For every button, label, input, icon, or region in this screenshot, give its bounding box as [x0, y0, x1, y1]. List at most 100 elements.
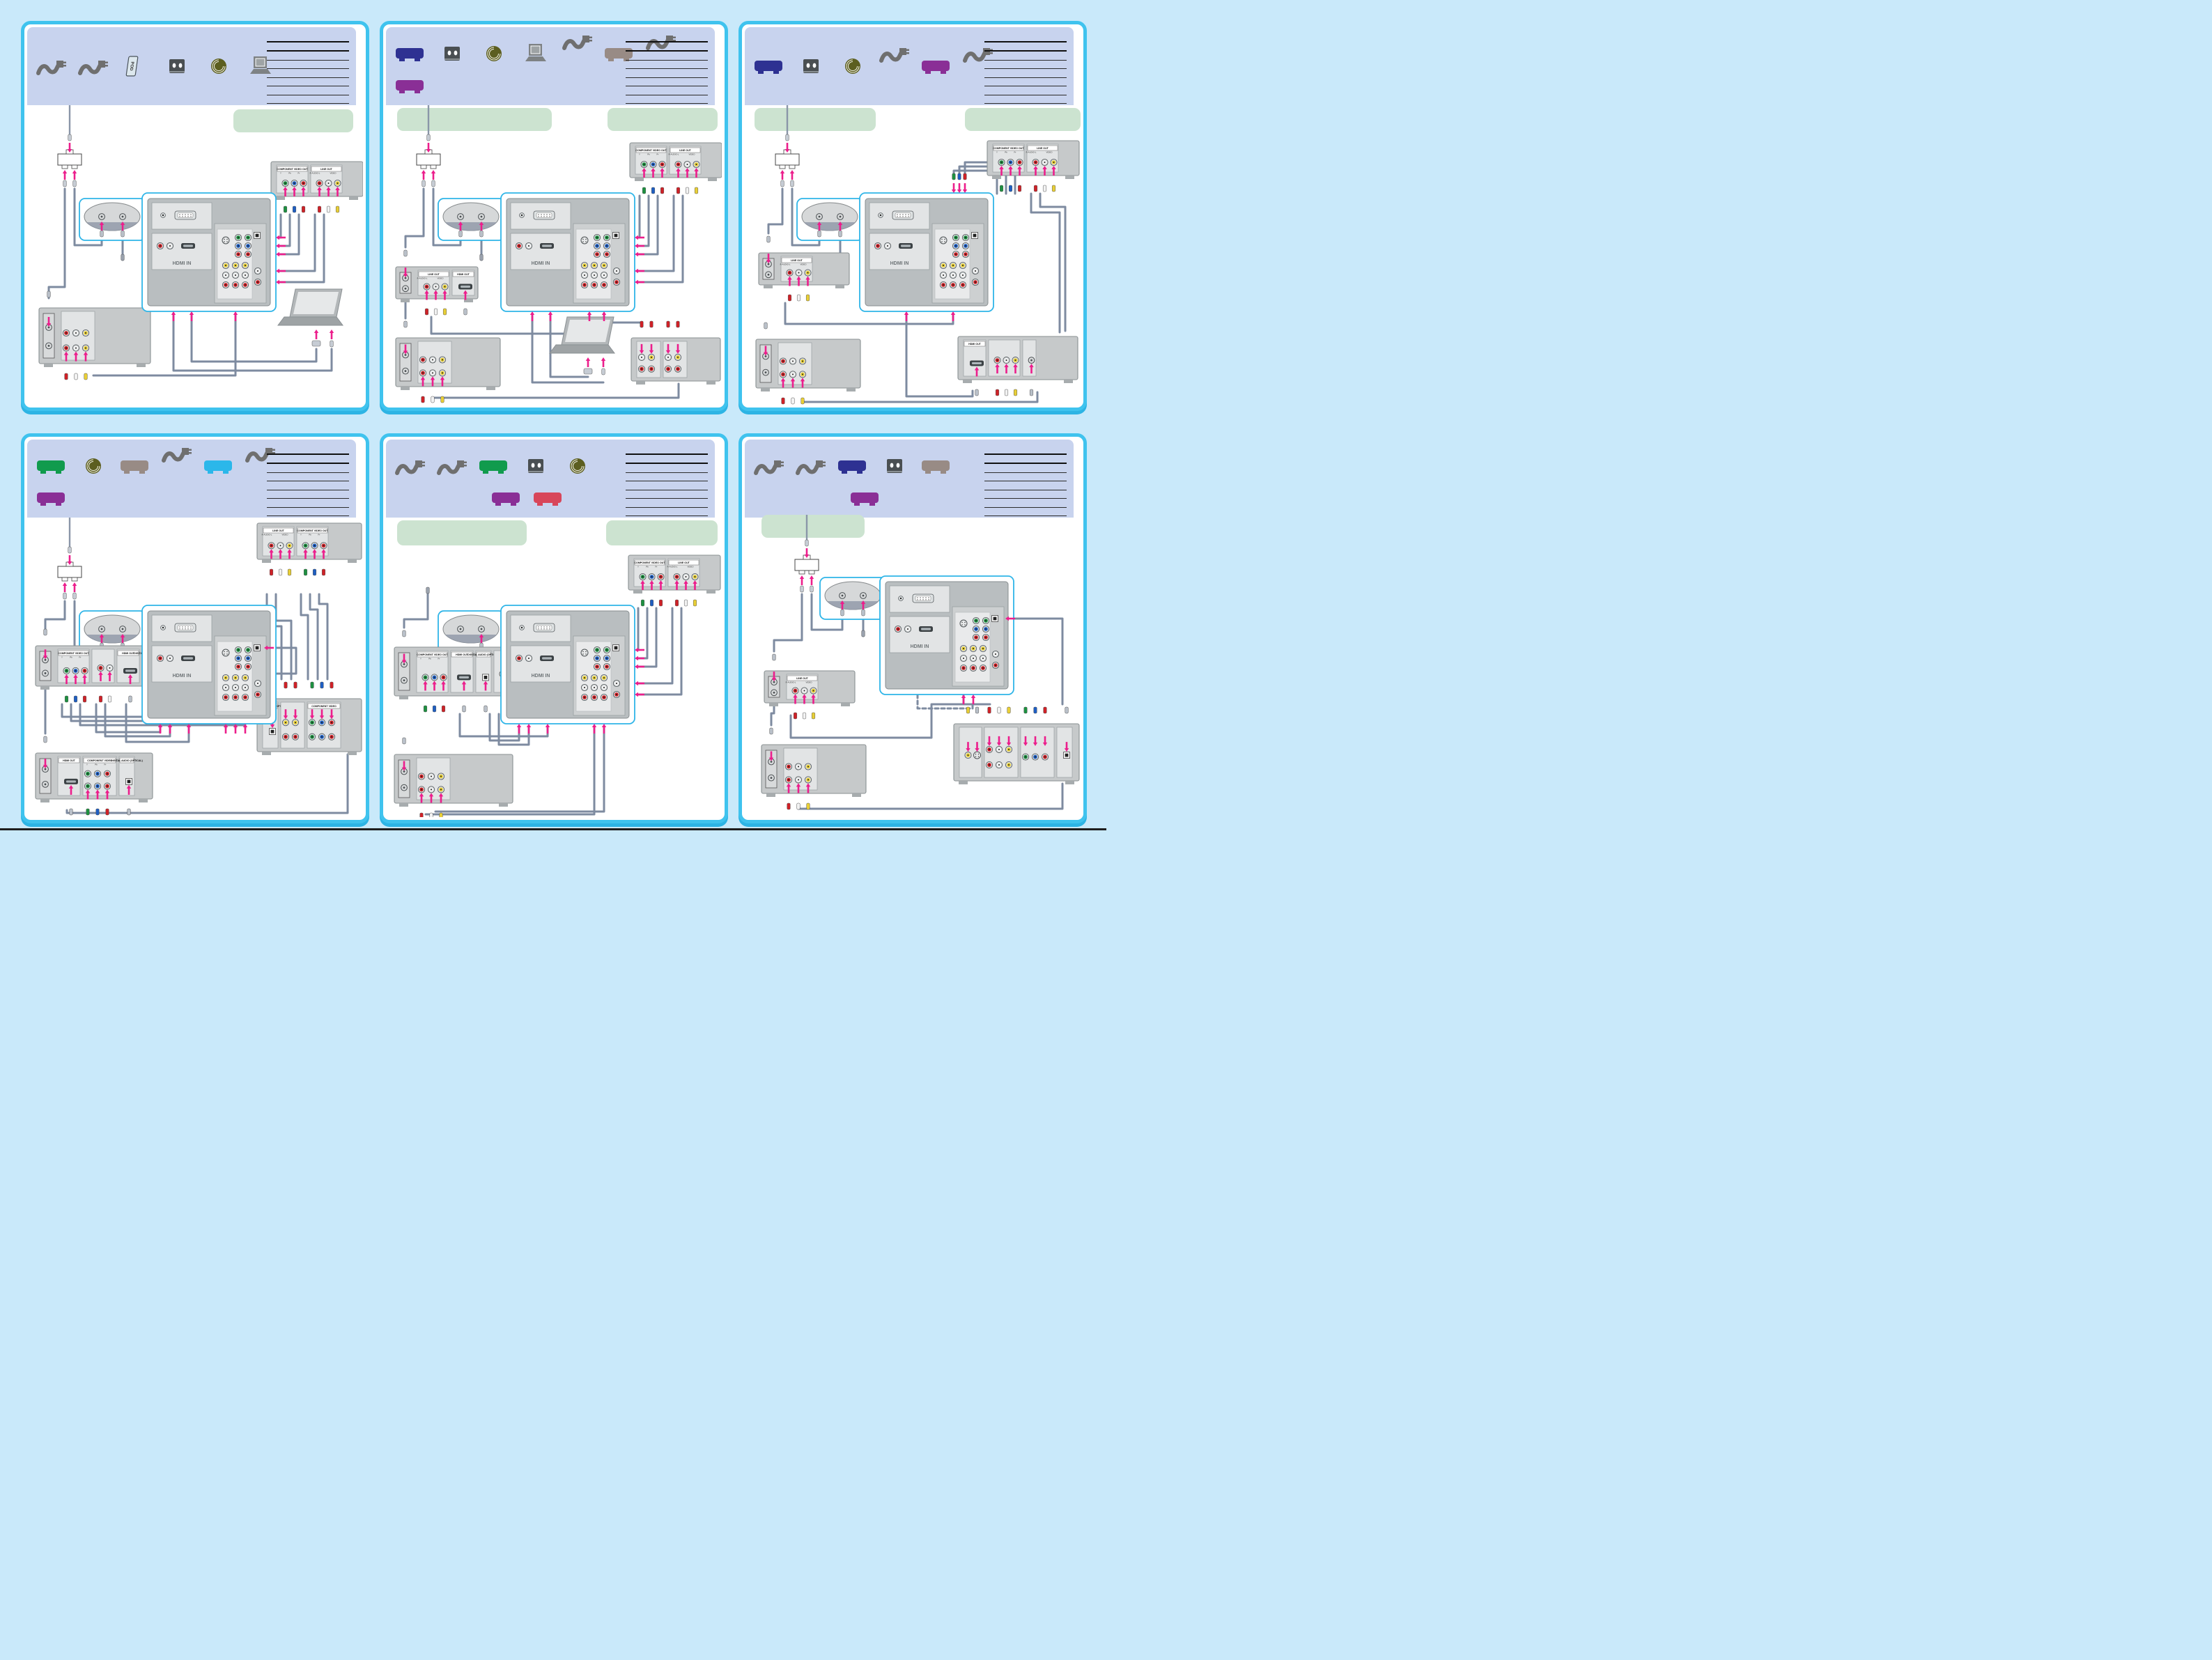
- cable-plug-tip: [95, 808, 100, 816]
- cable-plug-tip: [957, 173, 961, 180]
- power-plug-icon: [963, 48, 993, 63]
- connector-arrow: [790, 378, 796, 388]
- jack-group-label-box: [635, 147, 667, 153]
- connector-arrow: [763, 346, 768, 356]
- rca-jack-center: [982, 648, 984, 649]
- cable-plug-tip: [1033, 706, 1037, 714]
- connector-arrow: [526, 724, 532, 734]
- cable: [309, 593, 319, 681]
- vga-pin: [917, 599, 918, 600]
- rca-jack-center: [1053, 162, 1055, 163]
- green-label-box: [755, 108, 876, 131]
- cable: [637, 607, 640, 651]
- jack-group-label-box: [668, 559, 699, 566]
- rca-jack-center: [279, 545, 281, 547]
- label-text: COMPONENT VIDEO OUT: [297, 529, 328, 532]
- rca-jack-center: [314, 545, 316, 547]
- cable-plug-tip: [601, 368, 605, 375]
- cable-plug-tip: [424, 308, 429, 316]
- note-line: [984, 103, 1067, 104]
- rca-jack-center: [594, 677, 595, 678]
- label-text: COMPONENT VIDEO OUT: [58, 652, 89, 655]
- connector-arrow: [784, 143, 790, 153]
- hdmi-port-slot: [542, 657, 552, 660]
- rca-jack-center: [225, 284, 226, 286]
- note-line: [267, 463, 349, 464]
- minijack-center: [879, 214, 882, 217]
- note-line: [626, 463, 708, 464]
- wall-outlet-icon: [887, 459, 902, 473]
- rca-jack-center: [442, 676, 444, 678]
- coax-jack-center: [862, 594, 865, 597]
- jack-group-label-box: [311, 166, 342, 172]
- vga-plug: [311, 340, 321, 347]
- cable-plug-tip: [997, 706, 1001, 714]
- vga-pin: [905, 216, 906, 217]
- device-foot: [401, 299, 410, 302]
- svideo-jack: [222, 236, 230, 245]
- cable: [637, 194, 641, 239]
- cable-plug-tip: [1042, 185, 1047, 192]
- svideo-pin: [964, 624, 966, 626]
- antenna-splitter: [416, 105, 441, 169]
- rca-jack-center: [807, 272, 809, 274]
- label-text: Pr: [318, 534, 320, 536]
- laptop-screen-inner: [293, 292, 339, 314]
- rca-jack-center: [677, 164, 679, 165]
- hdmi-port-slot: [459, 676, 469, 678]
- connector-arrow: [674, 580, 679, 590]
- cable: [125, 703, 190, 743]
- optical-port-inner: [255, 646, 259, 650]
- rca-jack-center: [594, 265, 595, 266]
- connector-arrow: [326, 187, 331, 196]
- cable-plug-tip: [796, 294, 801, 302]
- cable-plug-tip: [787, 802, 791, 810]
- connector-arrow: [157, 724, 163, 734]
- device-foot: [835, 285, 844, 288]
- label-text: COMPONENT VIDEO: [87, 759, 112, 762]
- coax-jack-center: [480, 215, 483, 218]
- cable-plug-tip: [107, 695, 112, 703]
- rca-jack-center: [596, 649, 598, 651]
- vga-pin: [928, 597, 929, 598]
- connector-arrow: [809, 575, 814, 585]
- coax-jack-center: [100, 628, 103, 630]
- rca-jack-center: [235, 284, 236, 286]
- device-foot: [706, 590, 716, 594]
- cable-plug-tip: [462, 705, 466, 713]
- rca-jack-center: [109, 667, 111, 669]
- rca-jack-center: [100, 667, 102, 669]
- jack-panel: [475, 650, 492, 693]
- tv-hdmi-panel: [151, 645, 212, 683]
- connector-arrow: [683, 580, 688, 590]
- rca-jack-center: [245, 265, 246, 266]
- rca-jack-center: [75, 669, 77, 672]
- cable-plug-tip: [292, 205, 297, 213]
- tv-side-jacks: [438, 198, 505, 241]
- rca-jack-center: [247, 658, 249, 659]
- connector-arrow: [303, 549, 308, 559]
- rca-jack-center: [985, 620, 987, 621]
- svideo-pin: [226, 238, 228, 240]
- connector-arrow: [67, 555, 72, 565]
- device-foot: [992, 176, 1001, 179]
- label-text: Y: [86, 763, 88, 766]
- coax-jack-center: [44, 658, 47, 661]
- connector-arrow: [987, 736, 992, 746]
- laptop-base: [549, 344, 615, 354]
- power-plug-icon: [754, 460, 784, 475]
- note-line: [984, 515, 1067, 516]
- optical-port-inner: [1065, 753, 1069, 757]
- green-label-box: [397, 520, 527, 545]
- rca-jack-center: [606, 658, 608, 659]
- rca-jack-center: [594, 697, 595, 698]
- rca-jack-center: [442, 372, 443, 374]
- rca-jack-center: [963, 648, 964, 649]
- coax-jack-center: [404, 277, 407, 279]
- cable: [1039, 192, 1067, 332]
- jack-group-label-box: [117, 650, 139, 656]
- rca-jack-center: [304, 545, 307, 547]
- cable-plug-tip: [790, 180, 794, 187]
- vga-pin: [549, 626, 550, 628]
